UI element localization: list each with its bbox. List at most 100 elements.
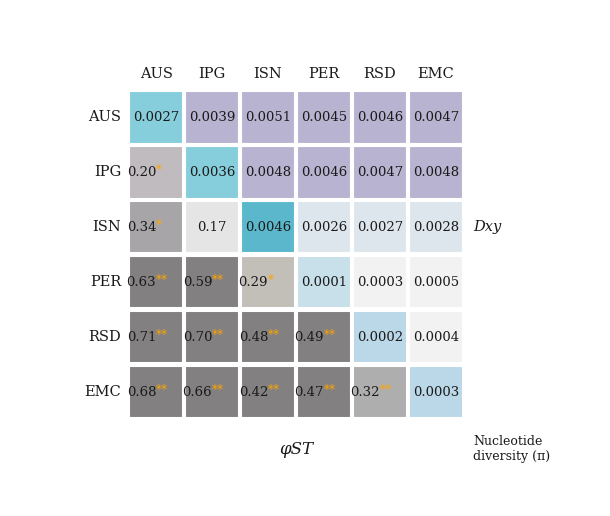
Bar	[297, 366, 351, 418]
Bar	[353, 201, 407, 253]
Text: 0.0003: 0.0003	[357, 276, 403, 288]
Bar	[409, 91, 463, 143]
Text: 0.0003: 0.0003	[413, 385, 459, 398]
Text: **: **	[156, 384, 168, 397]
Bar	[353, 366, 407, 418]
Text: 0.71: 0.71	[127, 331, 156, 344]
Text: 0.0047: 0.0047	[413, 111, 459, 124]
Text: AUS: AUS	[88, 110, 121, 124]
Text: IPG: IPG	[94, 165, 121, 179]
Text: EMC: EMC	[84, 385, 121, 399]
Text: EMC: EMC	[418, 67, 454, 81]
Bar	[129, 201, 183, 253]
Text: *: *	[268, 274, 274, 287]
Bar	[129, 366, 183, 418]
Text: 0.0039: 0.0039	[189, 111, 235, 124]
Text: *: *	[156, 164, 162, 177]
Text: 0.29: 0.29	[239, 276, 268, 288]
Text: **: **	[212, 384, 224, 397]
Text: RSD: RSD	[364, 67, 396, 81]
Text: 0.0048: 0.0048	[245, 166, 291, 179]
Text: 0.0045: 0.0045	[301, 111, 347, 124]
Text: PER: PER	[309, 67, 340, 81]
Bar	[185, 311, 239, 363]
Text: RSD: RSD	[88, 330, 121, 344]
Bar	[297, 91, 351, 143]
Text: 0.0036: 0.0036	[189, 166, 235, 179]
Bar	[297, 311, 351, 363]
Text: 0.32: 0.32	[351, 385, 380, 398]
Bar	[242, 201, 295, 253]
Text: 0.48: 0.48	[239, 331, 268, 344]
Bar	[242, 366, 295, 418]
Bar	[129, 311, 183, 363]
Bar	[409, 311, 463, 363]
Bar	[242, 256, 295, 309]
Bar	[353, 256, 407, 309]
Bar	[129, 91, 183, 143]
Text: **: **	[324, 329, 336, 342]
Text: 0.70: 0.70	[182, 331, 212, 344]
Text: 0.63: 0.63	[127, 276, 156, 288]
Text: 0.49: 0.49	[295, 331, 324, 344]
Bar	[409, 146, 463, 199]
Text: 0.17: 0.17	[198, 221, 227, 234]
Text: ISN: ISN	[92, 220, 121, 234]
Bar	[185, 256, 239, 309]
Text: 0.0005: 0.0005	[413, 276, 459, 288]
Text: ISN: ISN	[254, 67, 282, 81]
Text: 0.66: 0.66	[182, 385, 212, 398]
Text: 0.34: 0.34	[127, 221, 156, 234]
Text: *: *	[156, 219, 162, 232]
Text: 0.42: 0.42	[239, 385, 268, 398]
Text: IPG: IPG	[198, 67, 226, 81]
Text: 0.0002: 0.0002	[357, 331, 403, 344]
Text: **: **	[156, 329, 168, 342]
Text: 0.0048: 0.0048	[413, 166, 459, 179]
Text: 0.0046: 0.0046	[245, 221, 291, 234]
Text: 0.0001: 0.0001	[301, 276, 347, 288]
Text: 0.20: 0.20	[127, 166, 156, 179]
Text: 0.0051: 0.0051	[245, 111, 291, 124]
Text: φST: φST	[279, 441, 313, 458]
Bar	[129, 146, 183, 199]
Text: **: **	[156, 274, 168, 287]
Bar	[297, 201, 351, 253]
Text: **: **	[324, 384, 336, 397]
Text: 0.0046: 0.0046	[357, 111, 403, 124]
Text: 0.0046: 0.0046	[301, 166, 347, 179]
Bar	[353, 91, 407, 143]
Bar	[185, 366, 239, 418]
Bar	[242, 91, 295, 143]
Text: **: **	[212, 329, 224, 342]
Bar	[297, 256, 351, 309]
Text: 0.0028: 0.0028	[413, 221, 459, 234]
Text: 0.0004: 0.0004	[413, 331, 459, 344]
Text: 0.0027: 0.0027	[133, 111, 179, 124]
Bar	[242, 146, 295, 199]
Text: 0.0026: 0.0026	[301, 221, 347, 234]
Bar	[185, 146, 239, 199]
Text: Nucleotide
diversity (π): Nucleotide diversity (π)	[473, 436, 550, 463]
Bar	[242, 311, 295, 363]
Text: **: **	[380, 384, 392, 397]
Bar	[409, 201, 463, 253]
Text: **: **	[268, 329, 280, 342]
Text: PER: PER	[90, 275, 121, 289]
Bar	[353, 146, 407, 199]
Bar	[409, 256, 463, 309]
Text: AUS: AUS	[140, 67, 173, 81]
Text: **: **	[268, 384, 280, 397]
Text: 0.0027: 0.0027	[357, 221, 403, 234]
Text: 0.47: 0.47	[295, 385, 324, 398]
Bar	[297, 146, 351, 199]
Text: **: **	[212, 274, 224, 287]
Bar	[409, 366, 463, 418]
Text: Dxy: Dxy	[473, 220, 501, 234]
Text: 0.0047: 0.0047	[357, 166, 403, 179]
Bar	[185, 91, 239, 143]
Text: 0.59: 0.59	[182, 276, 212, 288]
Bar	[185, 201, 239, 253]
Bar	[353, 311, 407, 363]
Bar	[129, 256, 183, 309]
